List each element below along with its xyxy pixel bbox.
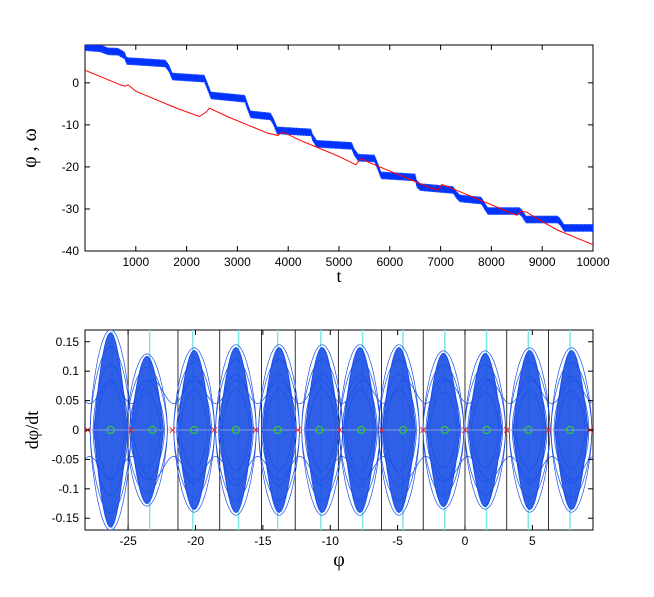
x-tick-label: 1000 <box>122 255 149 269</box>
x-tick-label: -15 <box>254 534 272 548</box>
bottom-plot-marks <box>85 330 593 530</box>
equilibrium-o-marker <box>106 425 115 435</box>
y-tick-label: -10 <box>62 118 80 132</box>
x-marker-stroke <box>378 426 385 434</box>
bottom-y-axis-label: dφ/dt <box>22 411 42 449</box>
x-tick-label: 5 <box>529 534 536 548</box>
top-chart: 1000 2000 3000 4000 5000 6000 7000 8000 9000 1000… <box>19 44 610 286</box>
trajectory-upper <box>85 379 593 404</box>
x-tick-label: -25 <box>119 534 137 548</box>
x-marker-stroke <box>252 426 260 434</box>
x-tick-label: 5000 <box>326 255 353 269</box>
y-tick-label: -0.15 <box>52 511 80 525</box>
top-x-axis-label: t <box>336 266 341 286</box>
x-tick-label: 10000 <box>576 255 610 269</box>
trajectory-lower <box>85 456 593 481</box>
x-marker-stroke <box>420 426 427 434</box>
x-tick-label: 0 <box>462 534 469 548</box>
equilibrium-x-marker <box>420 426 427 434</box>
equilibrium-o-marker <box>231 425 241 435</box>
equilibrium-o-marker <box>565 425 575 435</box>
x-marker-stroke <box>211 426 218 434</box>
equilibrium-o-marker <box>524 425 533 435</box>
x-tick-label: -10 <box>322 534 340 548</box>
x-marker-stroke <box>545 426 552 434</box>
bottom-series-group <box>85 330 593 530</box>
x-marker-stroke <box>503 426 510 434</box>
equilibrium-x-marker <box>378 426 385 434</box>
equilibrium-o-marker <box>482 425 491 435</box>
x-marker-stroke <box>294 426 302 434</box>
x-tick-label: 7000 <box>427 255 454 269</box>
x-marker-stroke <box>169 426 176 434</box>
y-tick-label: 0.1 <box>62 364 79 378</box>
top-plot-marks <box>85 45 593 246</box>
equilibrium-x-marker <box>252 426 260 434</box>
top-plot-frame <box>84 44 594 252</box>
equilibrium-o-marker <box>315 425 324 435</box>
y-tick-label: -30 <box>62 202 80 216</box>
equilibrium-x-marker <box>503 426 510 434</box>
equilibrium-x-marker <box>336 426 343 434</box>
equilibrium-x-marker <box>294 426 302 434</box>
x-tick-label: 2000 <box>173 255 200 269</box>
y-tick-label: 0.15 <box>56 335 80 349</box>
equilibrium-o-marker <box>190 425 199 435</box>
top-y-axis-label: φ , ω <box>19 128 41 168</box>
bottom-x-axis-label: φ <box>333 549 345 571</box>
y-tick-label: -0.1 <box>58 482 79 496</box>
x-tick-label: -5 <box>392 534 403 548</box>
equilibrium-o-marker <box>273 425 282 435</box>
equilibrium-o-marker <box>357 425 366 435</box>
y-tick-label: -0.05 <box>52 452 80 466</box>
x-tick-label: 4000 <box>275 255 302 269</box>
x-tick-label: -20 <box>187 534 205 548</box>
top-axis-ticks: 1000 2000 3000 4000 5000 6000 7000 8000 9000 1000… <box>62 45 610 269</box>
y-tick-label: 0 <box>72 76 79 90</box>
x-marker-stroke <box>336 426 343 434</box>
y-tick-label: 0.05 <box>56 394 80 408</box>
y-tick-label: -20 <box>62 160 80 174</box>
equilibrium-x-marker <box>127 426 134 434</box>
top-series-group <box>85 45 593 246</box>
equilibrium-o-marker <box>398 425 408 435</box>
y-tick-label: 0 <box>72 423 79 437</box>
equilibrium-x-marker <box>545 426 552 434</box>
equilibrium-x-marker <box>211 426 218 434</box>
bottom-axis-ticks: -25 -20 -15 -10 -5 0 5 0.15 0.1 0.05 0 -0.05 -0.1 -0.… <box>52 330 593 548</box>
equilibrium-o-marker <box>440 425 449 435</box>
x-tick-label: 6000 <box>376 255 403 269</box>
x-marker-stroke <box>461 426 469 434</box>
y-tick-label: -40 <box>62 244 80 258</box>
x-tick-label: 9000 <box>529 255 556 269</box>
equilibrium-x-marker <box>461 426 469 434</box>
x-tick-label: 3000 <box>224 255 251 269</box>
x-tick-label: 8000 <box>478 255 505 269</box>
bottom-chart: -25 -20 -15 -10 -5 0 5 0.15 0.1 0.05 0 -0.05 -0.1 -0.… <box>22 329 594 571</box>
x-marker-stroke <box>127 426 134 434</box>
equilibrium-o-marker <box>148 425 157 435</box>
equilibrium-x-marker <box>169 426 176 434</box>
series-line-omega <box>85 69 593 246</box>
